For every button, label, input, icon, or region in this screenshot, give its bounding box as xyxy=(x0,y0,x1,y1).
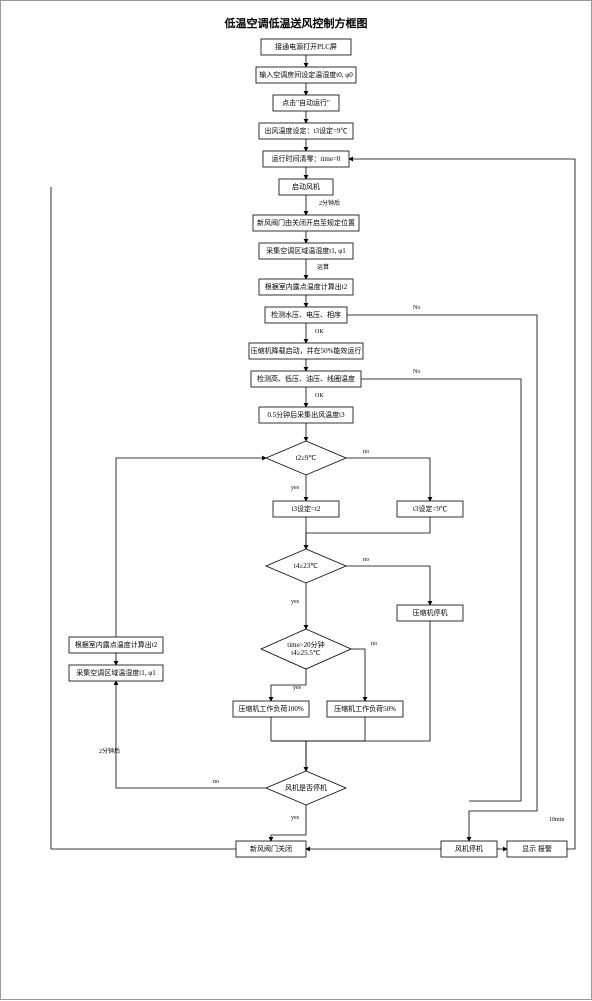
svg-text:2分钟后: 2分钟后 xyxy=(319,199,340,207)
svg-text:输入空调房间设定温湿度t0, φ0: 输入空调房间设定温湿度t0, φ0 xyxy=(259,70,353,79)
svg-text:检测水压、电压、相序: 检测水压、电压、相序 xyxy=(271,310,341,319)
svg-text:压缩机降载启动，并在50%能效运行: 压缩机降载启动，并在50%能效运行 xyxy=(251,346,362,355)
svg-text:t2≥9℃: t2≥9℃ xyxy=(296,454,317,462)
svg-text:出风温度设定：t3设定=9℃: 出风温度设定：t3设定=9℃ xyxy=(265,126,348,135)
svg-text:no: no xyxy=(363,449,369,455)
svg-text:接通电源打开PLC屏: 接通电源打开PLC屏 xyxy=(275,42,337,51)
svg-text:no: no xyxy=(213,779,219,785)
svg-text:启动风机: 启动风机 xyxy=(292,182,320,191)
svg-text:运行时间清零：time=0: 运行时间清零：time=0 xyxy=(272,154,341,163)
svg-text:新风阀门关闭: 新风阀门关闭 xyxy=(250,844,292,853)
svg-text:yes: yes xyxy=(291,599,300,605)
svg-text:新风阀门由关闭开启至规定位置: 新风阀门由关闭开启至规定位置 xyxy=(257,218,355,227)
svg-text:yes: yes xyxy=(293,685,302,691)
svg-text:风机是否停机: 风机是否停机 xyxy=(285,783,327,792)
svg-text:风机停机: 风机停机 xyxy=(455,844,483,853)
svg-text:yes: yes xyxy=(291,815,300,821)
svg-text:no: no xyxy=(371,641,377,647)
svg-text:压缩机停机: 压缩机停机 xyxy=(413,608,448,617)
svg-text:t3设定=t2: t3设定=t2 xyxy=(292,504,321,513)
svg-text:t3设定=9℃: t3设定=9℃ xyxy=(413,504,447,513)
svg-text:检测高、低压、油压、线圈温度: 检测高、低压、油压、线圈温度 xyxy=(257,374,355,383)
flowchart-canvas: 接通电源打开PLC屏输入空调房间设定温湿度t0, φ0 点击"自动运行" 出风温度设… xyxy=(1,1,592,1001)
svg-text:0.5分钟后采集出风温度t3: 0.5分钟后采集出风温度t3 xyxy=(267,410,345,419)
svg-text:点击"自动运行": 点击"自动运行" xyxy=(282,98,330,107)
svg-text:no: no xyxy=(363,557,369,563)
svg-text:No: No xyxy=(413,305,420,311)
svg-text:运算: 运算 xyxy=(317,263,329,271)
svg-text:yes: yes xyxy=(291,485,300,491)
svg-text:2分钟后: 2分钟后 xyxy=(99,747,120,755)
svg-text:OK: OK xyxy=(315,393,324,399)
svg-text:根据室内露点温度计算出t2: 根据室内露点温度计算出t2 xyxy=(75,640,158,649)
svg-text:10min: 10min xyxy=(549,817,564,823)
svg-text:根据室内露点温度计算出t2: 根据室内露点温度计算出t2 xyxy=(265,282,348,291)
svg-text:No: No xyxy=(413,369,420,375)
svg-text:time>20分钟t4≥25.5℃: time>20分钟t4≥25.5℃ xyxy=(287,640,324,657)
svg-text:采集空调区域温湿度t1, φ1: 采集空调区域温湿度t1, φ1 xyxy=(76,668,156,677)
svg-text:压缩机工作负荷50%: 压缩机工作负荷50% xyxy=(334,704,396,713)
svg-text:显示 报警: 显示 报警 xyxy=(522,844,552,853)
svg-text:t4≥23℃: t4≥23℃ xyxy=(294,562,318,570)
svg-text:OK: OK xyxy=(315,329,324,335)
svg-text:采集空调区域温湿度t1, φ1: 采集空调区域温湿度t1, φ1 xyxy=(266,246,346,255)
svg-text:压缩机工作负荷100%: 压缩机工作负荷100% xyxy=(238,704,303,713)
